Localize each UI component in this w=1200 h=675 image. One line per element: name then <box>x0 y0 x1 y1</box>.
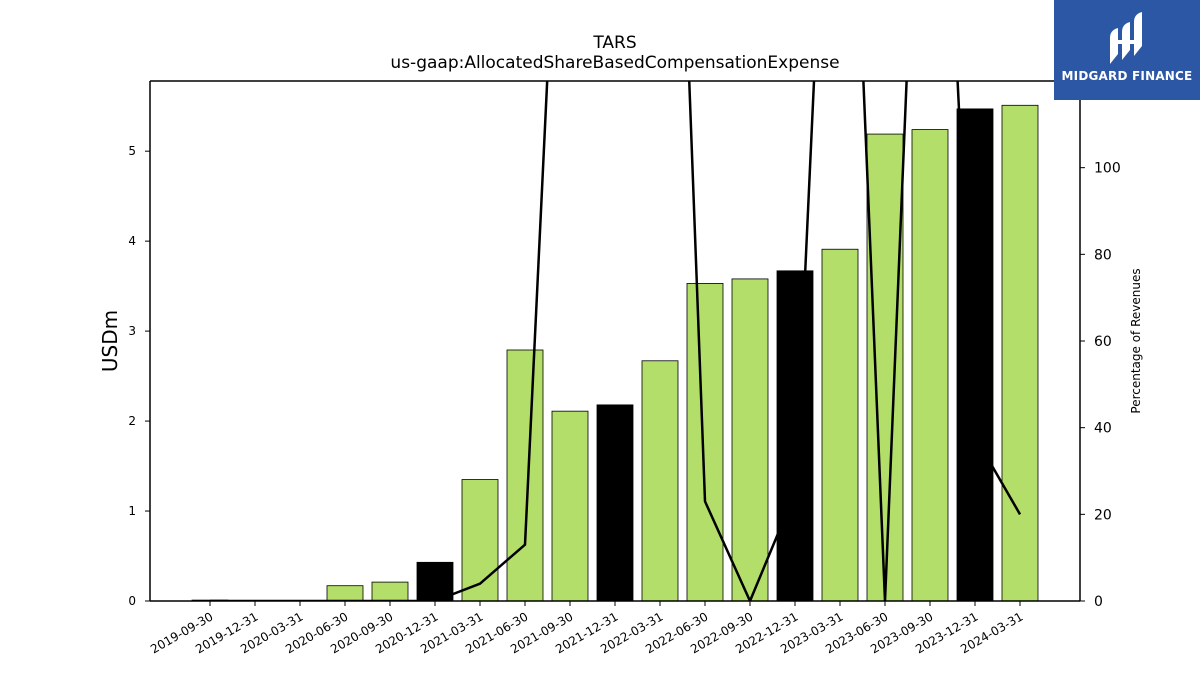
bar <box>911 129 949 602</box>
y2-tick-label: 20 <box>1094 507 1112 523</box>
bar <box>866 133 904 602</box>
logo-text: MIDGARD FINANCE <box>1061 69 1193 83</box>
midgard-logo-icon <box>1110 12 1142 64</box>
midgard-finance-logo: MIDGARD FINANCE <box>1054 0 1200 100</box>
bar <box>956 108 994 602</box>
y2-tick-label: 0 <box>1094 594 1103 610</box>
bar <box>776 270 814 602</box>
bar <box>596 404 634 602</box>
y-tick-label: 2 <box>128 414 136 428</box>
bar <box>551 410 589 602</box>
bar <box>821 248 859 602</box>
y-tick-label: 1 <box>128 504 136 518</box>
y-tick-label: 3 <box>128 324 136 338</box>
y-tick-label: 4 <box>128 234 136 248</box>
bar <box>686 283 724 602</box>
y-axis-label: USDm <box>98 310 122 372</box>
y2-axis-label: Percentage of Revenues <box>1129 268 1143 413</box>
chart-subtitle: us-gaap:AllocatedShareBasedCompensationE… <box>390 53 839 73</box>
y2-ticks-group: 0 20 40 60 80 100 <box>1080 161 1121 610</box>
bar <box>1001 104 1039 602</box>
bar <box>506 349 544 602</box>
y-tick-label: 0 <box>128 594 136 608</box>
y2-tick-label: 60 <box>1094 334 1112 350</box>
y2-tick-label: 80 <box>1094 247 1112 263</box>
y-ticks-group: 0 1 2 3 4 5 <box>128 144 150 608</box>
bar <box>641 360 679 602</box>
percentage-line <box>210 81 1022 601</box>
y2-tick-label: 100 <box>1094 161 1121 177</box>
x-ticks-group: 2019-09-302019-12-312020-03-312020-06-30… <box>148 601 1026 656</box>
chart-title: TARS <box>592 33 636 53</box>
bar <box>371 581 409 602</box>
line-group <box>210 81 1022 601</box>
y-tick-label: 5 <box>128 144 136 158</box>
bar <box>731 278 769 602</box>
bar <box>416 561 454 602</box>
bars-group <box>191 104 1039 602</box>
y2-tick-label: 40 <box>1094 421 1112 437</box>
bar <box>326 585 364 602</box>
